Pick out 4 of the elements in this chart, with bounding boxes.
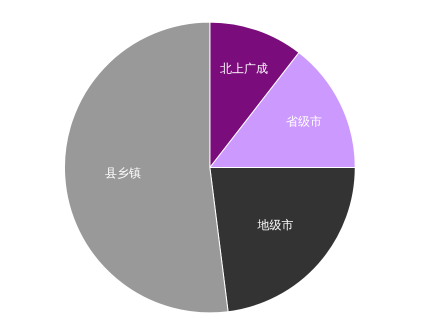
- slice-label: 地级市: [256, 218, 294, 232]
- slice-label: 县乡镇: [104, 166, 141, 180]
- slice-label: 省级市: [286, 114, 322, 128]
- slice-label: 北上广成: [220, 62, 268, 76]
